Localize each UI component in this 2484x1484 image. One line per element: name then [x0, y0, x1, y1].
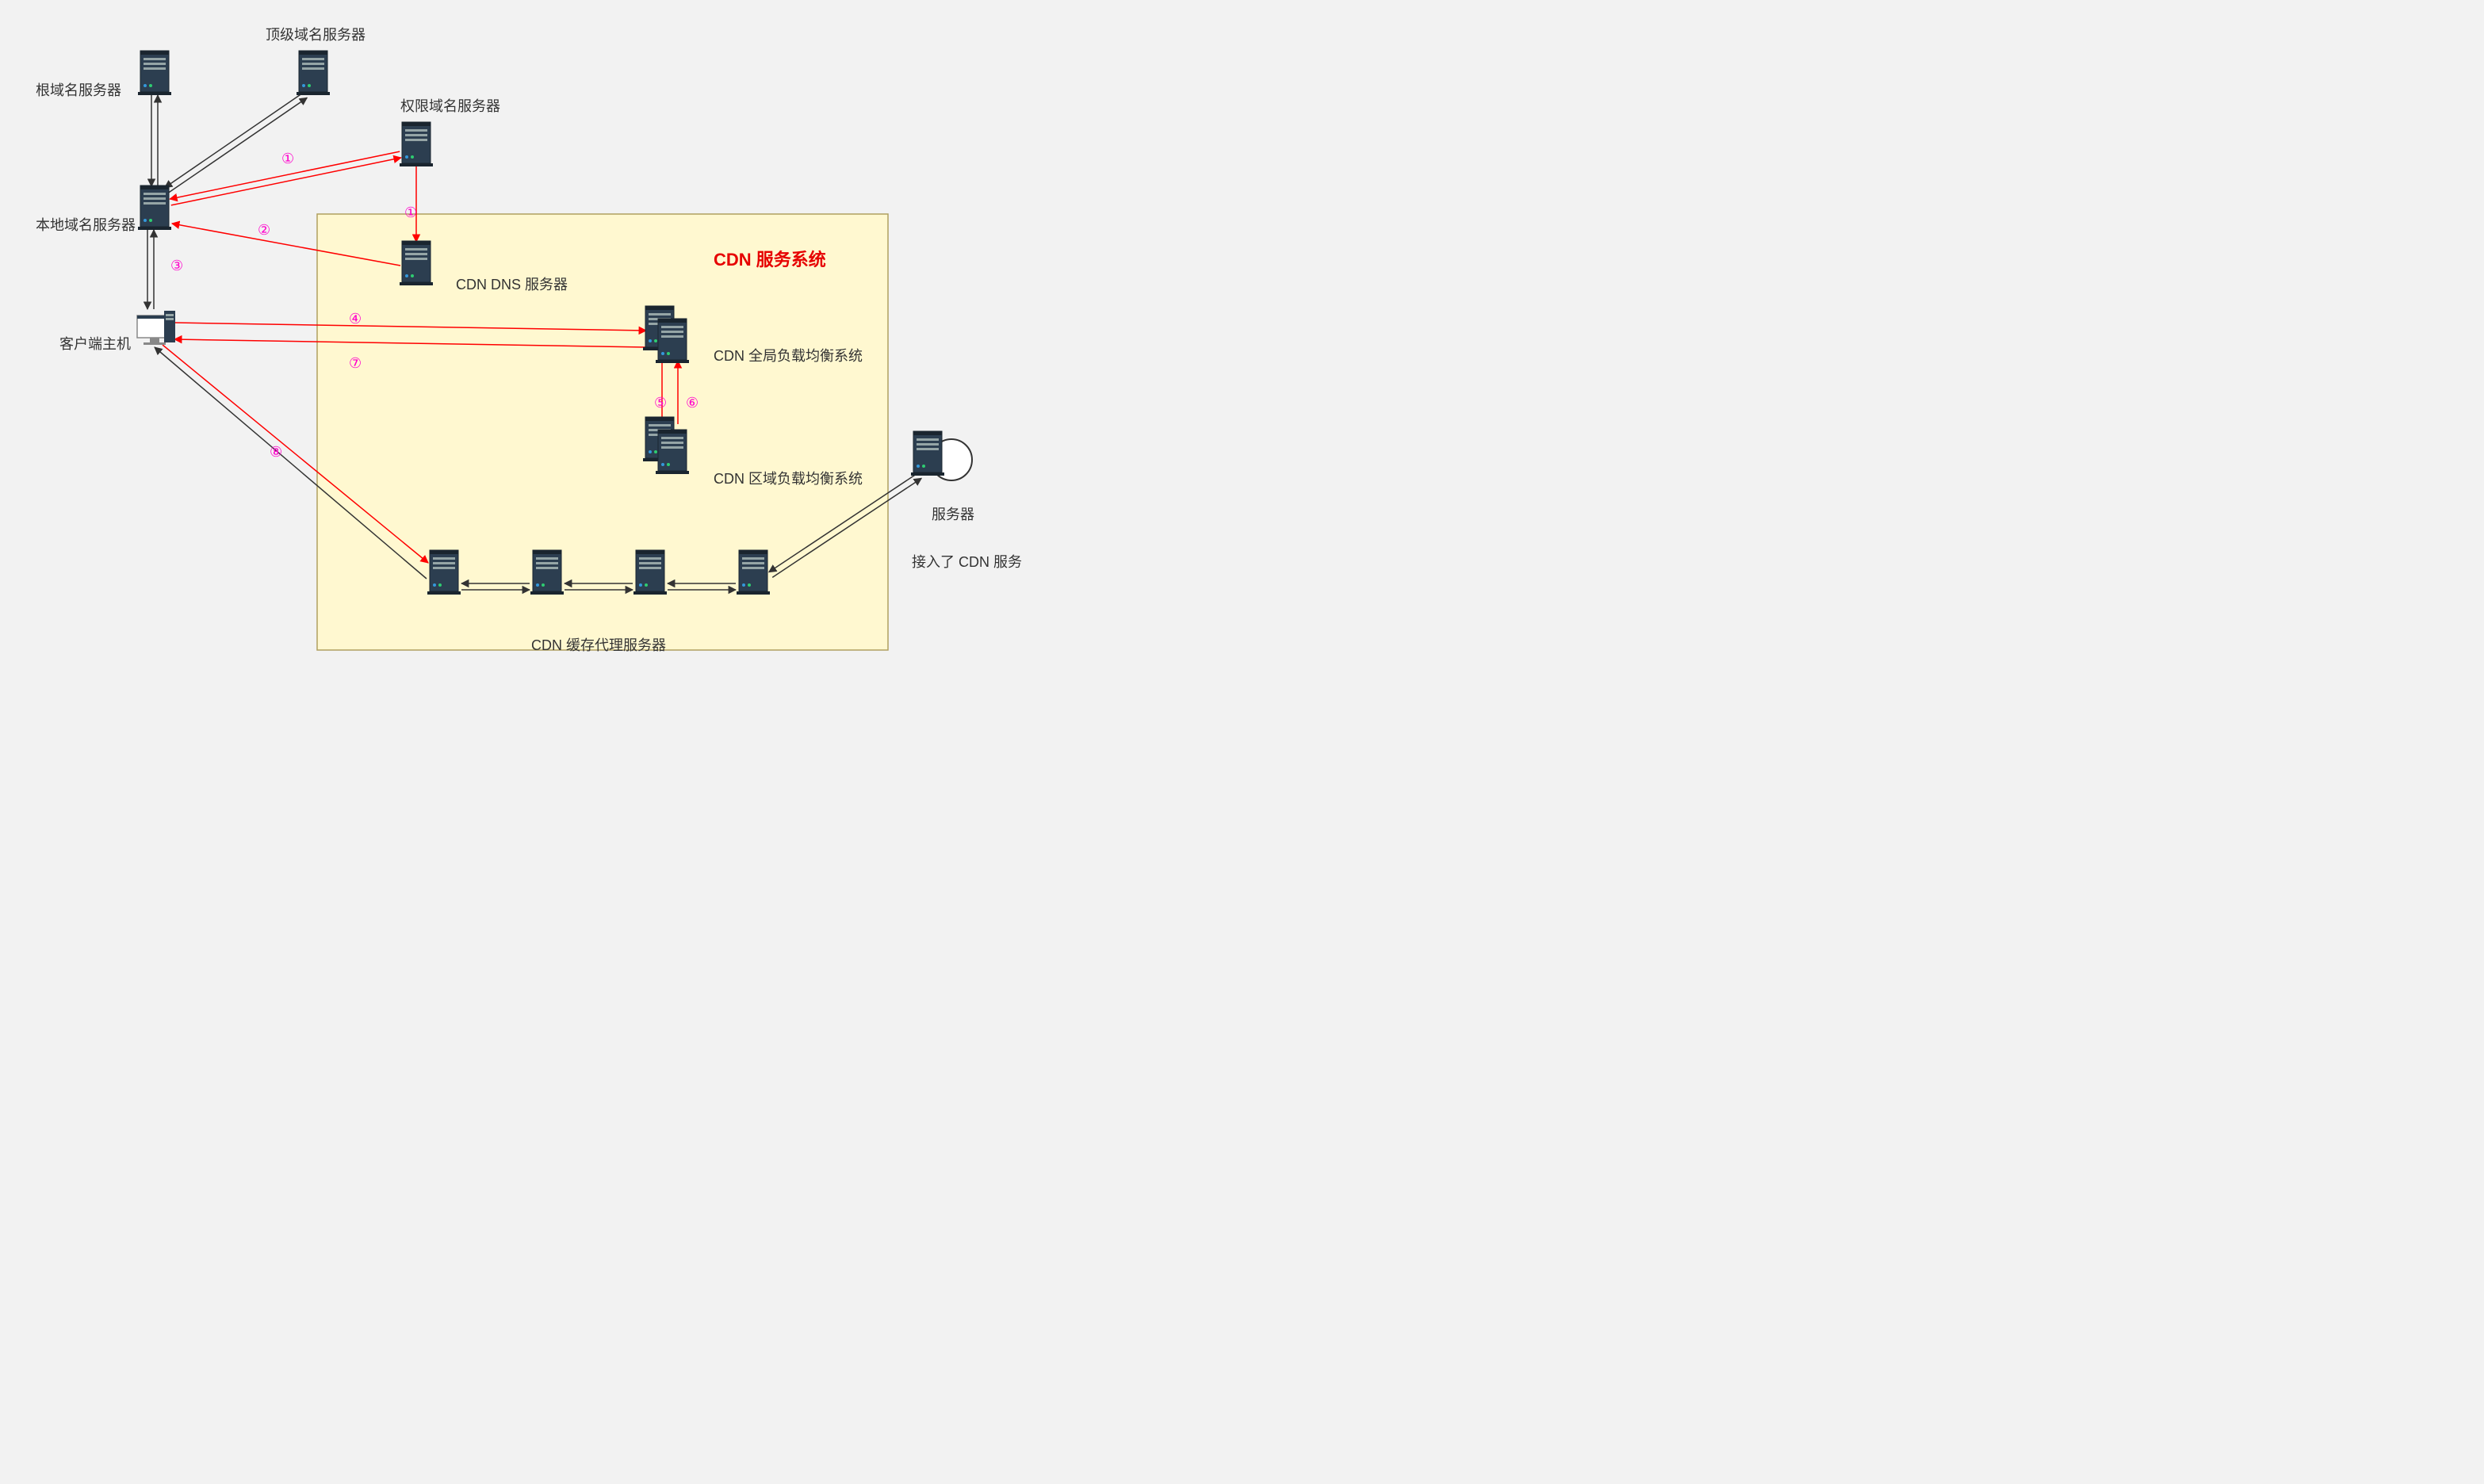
- node-label-tld_dns: 顶级域名服务器: [266, 24, 366, 44]
- node-label-origin: 服务器: [932, 503, 974, 524]
- step-2: ②: [258, 222, 270, 239]
- extra-label-0: CDN 缓存代理服务器: [531, 634, 666, 655]
- node-label-client: 客户端主机: [59, 333, 131, 354]
- node-label-root_dns: 根域名服务器: [36, 79, 121, 100]
- diagram-svg: [0, 0, 1158, 691]
- step-4: ④: [349, 311, 362, 327]
- node-label-gslb: CDN 全局负载均衡系统: [714, 345, 863, 365]
- step-1: ①: [404, 205, 417, 221]
- step-6: ⑥: [686, 395, 699, 411]
- node-label-local_dns: 本地域名服务器: [36, 214, 136, 235]
- step-3: ③: [170, 258, 183, 274]
- node-label-rslb: CDN 区域负载均衡系统: [714, 468, 863, 488]
- node-label-auth_dns: 权限域名服务器: [400, 95, 500, 116]
- diagram-canvas: CDN 服务系统 根域名服务器 顶级域名服务器权限域名服务器本地域名服务器 CDN D…: [0, 0, 1158, 691]
- step-5: ⑤: [654, 395, 667, 411]
- cdn-system-title: CDN 服务系统: [714, 246, 826, 271]
- extra-label-1: 接入了 CDN 服务: [912, 551, 1022, 572]
- step-7: ⑦: [349, 355, 362, 372]
- step-0: ①: [281, 151, 294, 167]
- node-label-cdn_dns: CDN DNS 服务器: [456, 273, 568, 294]
- step-8: ⑧: [270, 444, 282, 461]
